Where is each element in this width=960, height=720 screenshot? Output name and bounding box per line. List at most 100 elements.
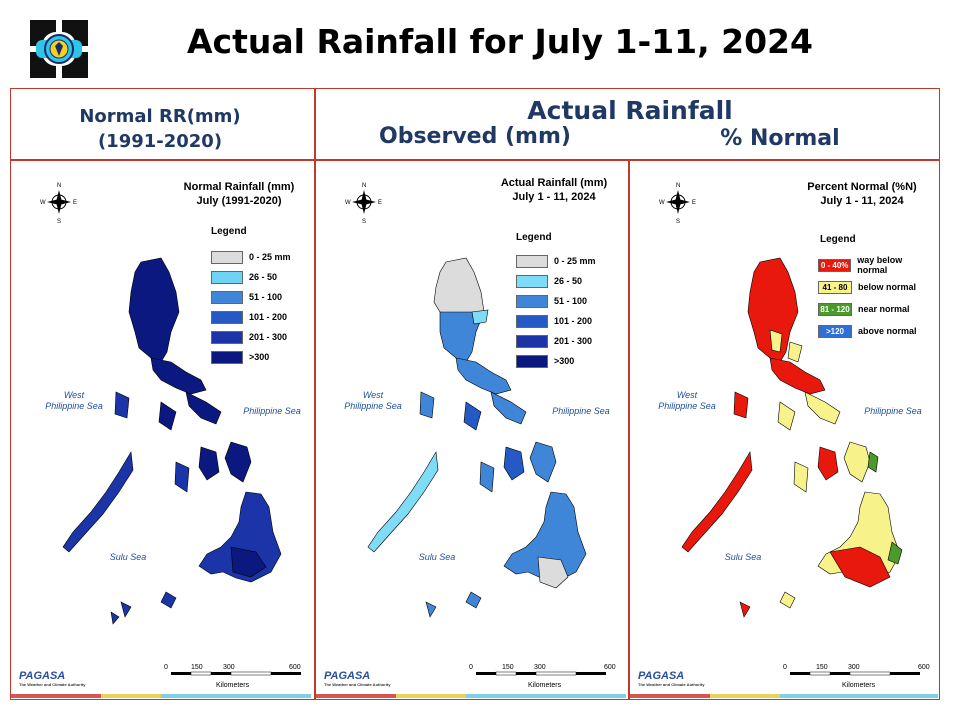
brand-tagline: The Weather and Climate Authority <box>324 682 391 687</box>
normal-header-line1: Normal RR(mm) <box>79 106 241 127</box>
normal-map-title-line2: July (1991-2020) <box>196 195 282 207</box>
normal-legend-title: Legend <box>211 226 247 237</box>
sea-label-west-line1: West <box>63 390 85 400</box>
legend-swatch <box>516 294 548 308</box>
compass-e: E <box>73 200 77 206</box>
stripe-cyan-2 <box>466 694 626 698</box>
pagasa-seal-logo <box>26 16 92 82</box>
legend-item: 101 - 200 <box>211 310 287 324</box>
legend-label: 0 - 25 mm <box>554 256 596 266</box>
legend-label: 201 - 300 <box>249 332 288 342</box>
brand-name: PAGASA <box>638 670 685 682</box>
sea-label-east: Philippine Sea <box>552 406 610 416</box>
brand-tagline: The Weather and Climate Authority <box>638 682 705 687</box>
percent-legend-title: Legend <box>820 234 856 245</box>
divider-1 <box>314 88 316 700</box>
scale-150: 150 <box>502 664 514 671</box>
normal-header-line2: (1991-2020) <box>97 131 223 152</box>
pagasa-logo-text: PAGASA The Weather and Climate Authority <box>19 670 85 687</box>
scale-300: 300 <box>223 664 235 671</box>
legend-item: 81 - 120 near normal <box>818 302 910 316</box>
scale-unit: Kilometers <box>842 682 876 689</box>
legend-swatch <box>211 350 243 364</box>
legend-item: 26 - 50 <box>211 270 277 284</box>
scale-0: 0 <box>783 664 787 671</box>
philippines-islands <box>62 257 282 625</box>
observed-header: Observed (mm) <box>379 124 571 149</box>
legend-swatch <box>516 354 548 368</box>
page-title: Actual Rainfall for July 1-11, 2024 <box>187 22 813 61</box>
compass-s: S <box>57 219 61 225</box>
compass-w: W <box>659 200 665 206</box>
legend-label: >300 <box>554 356 575 366</box>
legend-label: 51 - 100 <box>249 292 283 302</box>
legend-item: >300 <box>516 354 574 368</box>
sea-label-west-line2: Philippine Sea <box>658 401 716 411</box>
compass-icon <box>47 190 71 214</box>
percent-map-title-line1: Percent Normal (%N) <box>807 181 917 193</box>
stripe-yellow <box>101 694 161 698</box>
legend-item: 41 - 80 below normal <box>818 280 916 294</box>
sea-label-east: Philippine Sea <box>864 406 922 416</box>
sea-label-west-line2: Philippine Sea <box>45 401 103 411</box>
scale-unit: Kilometers <box>216 682 250 689</box>
legend-swatch <box>211 270 243 284</box>
legend-label: way below normal <box>857 255 903 275</box>
stripe-yellow-3 <box>710 694 780 698</box>
scale-bar <box>171 671 301 676</box>
legend-label: 26 - 50 <box>554 276 583 286</box>
scale-unit: Kilometers <box>528 682 562 689</box>
legend-label: 26 - 50 <box>249 272 278 282</box>
legend-item: >120 above normal <box>818 324 917 338</box>
actual-map-panel: N S E W Actual Rainfall (mm) July 1 - 11… <box>316 162 619 698</box>
legend-swatch <box>516 254 548 268</box>
scale-150: 150 <box>816 664 828 671</box>
legend-item: 51 - 100 <box>211 290 282 304</box>
scale-0: 0 <box>164 664 168 671</box>
compass-n: N <box>57 183 61 189</box>
sea-label-east: Philippine Sea <box>243 406 301 416</box>
legend-item: 0 - 25 mm <box>516 254 596 268</box>
brand-name: PAGASA <box>324 670 371 682</box>
scale-300: 300 <box>848 664 860 671</box>
stripe-red-3 <box>630 694 710 698</box>
legend-label: 101 - 200 <box>249 312 288 322</box>
normal-map: N S E W <box>40 183 282 625</box>
compass-n: N <box>676 183 680 189</box>
actual-legend-title: Legend <box>516 232 552 243</box>
scale-300: 300 <box>534 664 546 671</box>
percent-map-panel: N S E W Percent Normal (%N) July 1 - 11,… <box>630 162 933 698</box>
sea-label-sulu: Sulu Sea <box>724 552 762 562</box>
sea-label-west-line1: West <box>362 390 384 400</box>
compass-s: S <box>362 219 366 225</box>
scale-150: 150 <box>191 664 203 671</box>
legend-swatch <box>516 274 548 288</box>
pagasa-logo-text: PAGASA The Weather and Climate Authority <box>638 670 704 687</box>
normal-header: Normal RR(mm) (1991-2020) <box>20 104 300 154</box>
legend-label: >300 <box>249 352 270 362</box>
compass-e: E <box>692 200 696 206</box>
legend-swatch: 81 - 120 <box>818 302 852 316</box>
compass-n: N <box>362 183 366 189</box>
legend-swatch <box>211 330 243 344</box>
sea-label-sulu: Sulu Sea <box>109 552 147 562</box>
legend-item: 101 - 200 <box>516 314 592 328</box>
percent-map-title-line2: July 1 - 11, 2024 <box>820 195 904 207</box>
legend-label: below normal <box>858 282 917 292</box>
legend-item: >300 <box>211 350 269 364</box>
pagasa-logo-text: PAGASA The Weather and Climate Authority <box>324 670 390 687</box>
actual-map: N S E W <box>345 183 587 618</box>
stripe-cyan-3 <box>780 694 938 698</box>
legend-label: 51 - 100 <box>554 296 588 306</box>
philippines-islands <box>681 257 903 618</box>
legend-label: 0 - 25 mm <box>249 252 291 262</box>
brand-name: PAGASA <box>19 670 66 682</box>
scale-600: 600 <box>289 664 301 671</box>
sea-label-west: West Philippine Sea <box>338 390 408 412</box>
divider-2 <box>628 160 630 700</box>
actual-header: Actual Rainfall <box>527 96 733 125</box>
compass-icon <box>352 190 376 214</box>
percent-map-title: Percent Normal (%N) July 1 - 11, 2024 <box>802 180 922 208</box>
legend-item: 51 - 100 <box>516 294 587 308</box>
scale-bar <box>476 671 606 676</box>
